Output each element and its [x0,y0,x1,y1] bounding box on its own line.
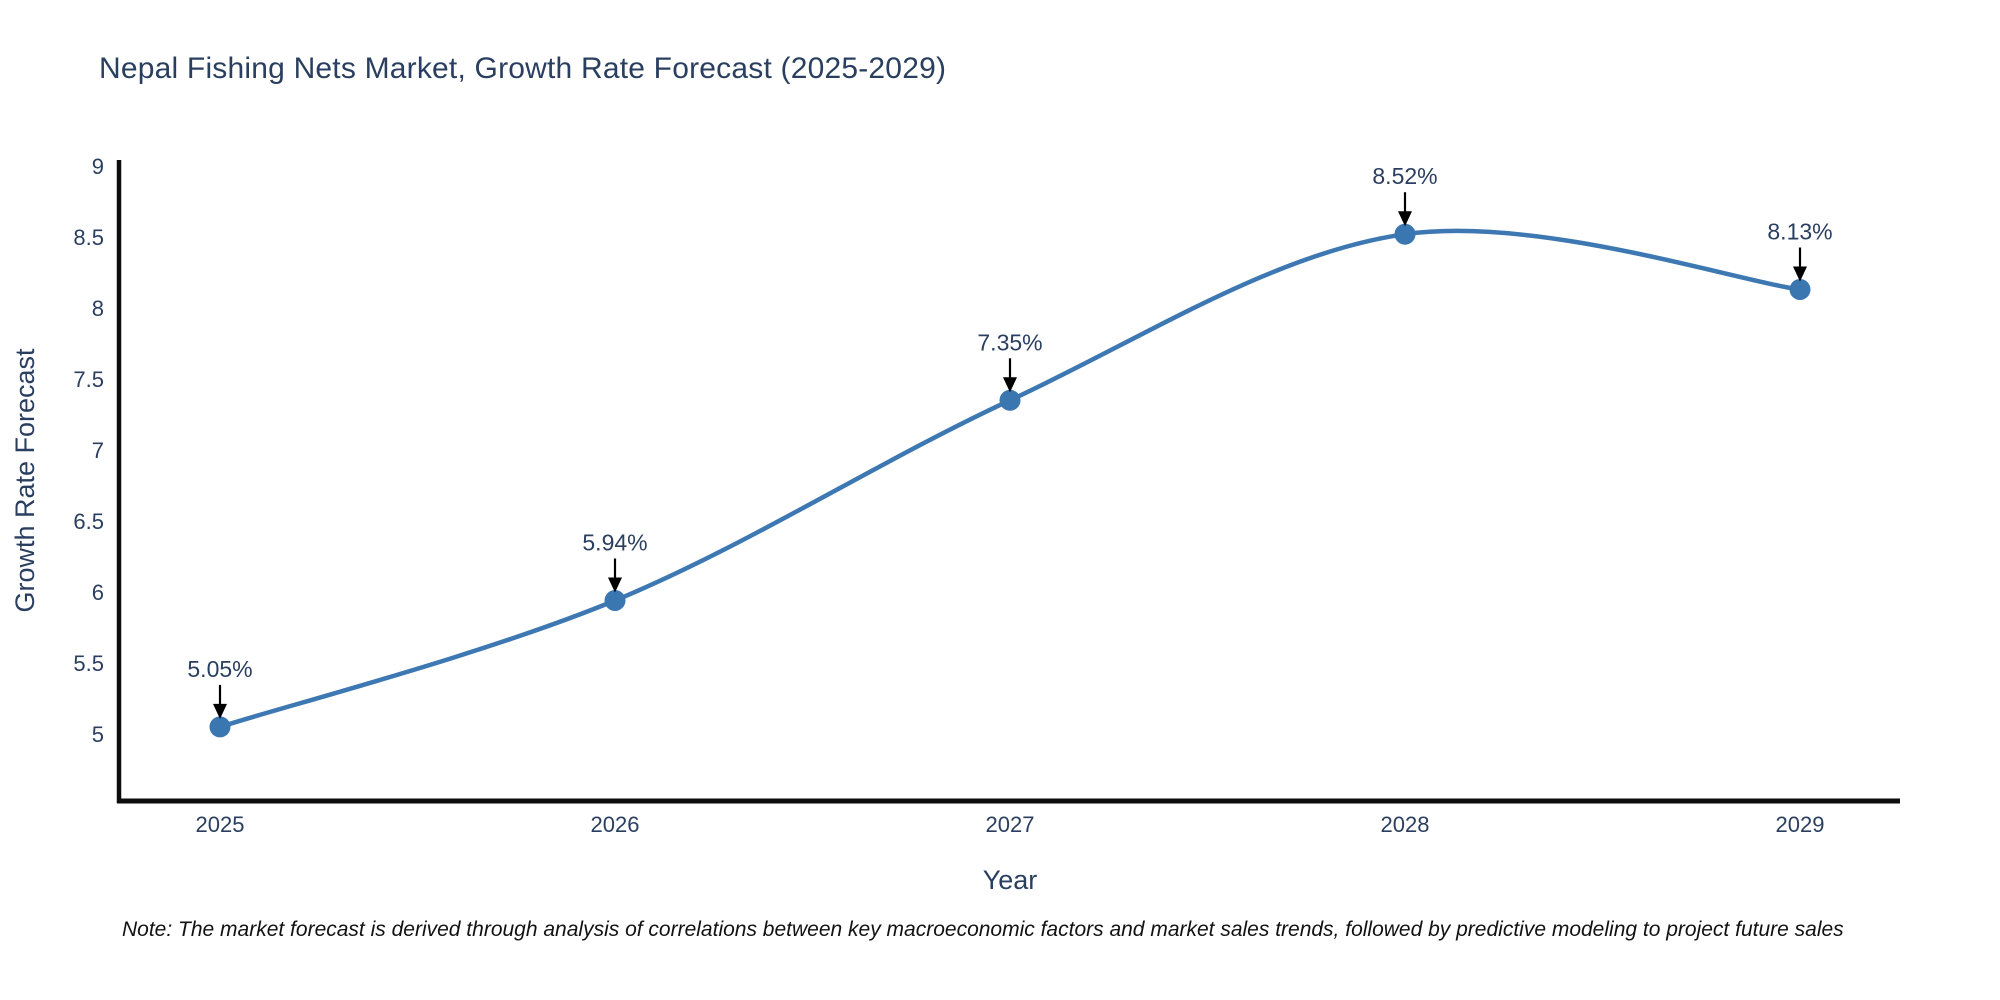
x-tick-label: 2025 [196,812,245,837]
data-point-2025[interactable] [209,716,231,738]
y-axis-title: Growth Rate Forecast [10,348,40,613]
annotation-label-2028: 8.52% [1372,163,1437,189]
annotation-label-2026: 5.94% [582,530,647,556]
y-tick-label: 8 [92,296,104,321]
annotation-label-2027: 7.35% [977,329,1042,355]
x-tick-label: 2026 [591,812,640,837]
data-point-2028[interactable] [1394,223,1416,245]
x-tick-label: 2027 [986,812,1035,837]
y-tick-label: 7.5 [73,367,104,392]
y-tick-label: 8.5 [73,225,104,250]
annotation-label-2029: 8.13% [1767,219,1832,245]
y-tick-label: 6.5 [73,509,104,534]
annotation-arrowhead-2028 [1398,211,1412,227]
annotation-label-2025: 5.05% [187,656,252,682]
annotation-arrowhead-2029 [1793,266,1807,282]
annotation-arrowhead-2026 [608,577,622,593]
y-tick-label: 9 [92,154,104,179]
x-tick-label: 2029 [1776,812,1825,837]
annotation-arrowhead-2025 [213,703,227,719]
y-tick-label: 7 [92,438,104,463]
data-point-2027[interactable] [999,389,1021,411]
chart-title: Nepal Fishing Nets Market, Growth Rate F… [99,52,947,85]
data-point-2026[interactable] [604,590,626,611]
x-axis-title: Year [983,865,1038,895]
data-point-2029[interactable] [1789,279,1811,300]
x-tick-label: 2028 [1381,812,1430,837]
annotation-arrowhead-2027 [1003,377,1017,393]
y-tick-label: 6 [92,580,104,605]
y-tick-label: 5 [92,722,104,747]
footnote-text: Note: The market forecast is derived thr… [122,918,1844,941]
y-tick-label: 5.5 [73,651,104,676]
series-line [217,228,1803,730]
